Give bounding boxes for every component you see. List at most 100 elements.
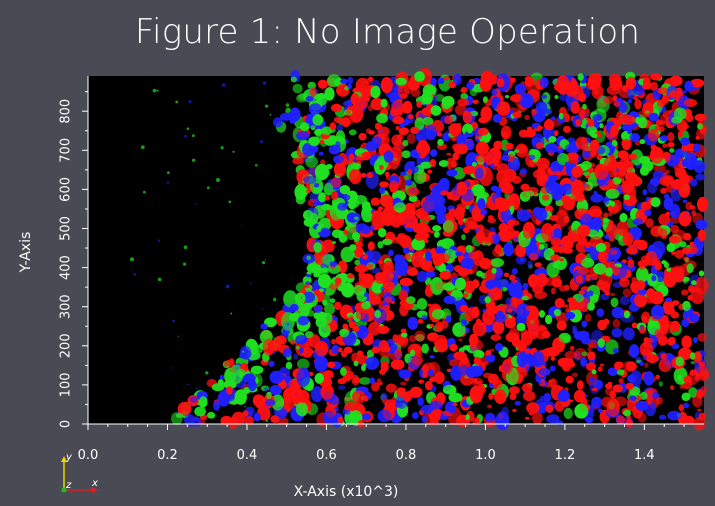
image-pixel xyxy=(416,100,422,108)
image-pixel xyxy=(391,134,403,146)
image-pixel xyxy=(643,209,652,217)
image-pixel xyxy=(492,114,502,123)
image-pixel xyxy=(421,343,429,354)
image-pixel xyxy=(328,144,341,155)
image-pixel xyxy=(469,333,479,347)
image-pixel xyxy=(579,110,586,118)
image-pixel xyxy=(495,343,504,352)
image-pixel xyxy=(441,102,451,110)
image-pixel xyxy=(271,394,285,411)
image-pixel xyxy=(384,296,393,303)
image-pixel xyxy=(354,216,359,221)
y-tick-label: 300 xyxy=(59,294,74,319)
image-pixel xyxy=(657,87,668,95)
image-pixel xyxy=(558,332,571,343)
y-tick-label: 0 xyxy=(59,420,74,428)
image-pixel xyxy=(217,379,224,387)
image-pixel xyxy=(272,117,283,128)
image-pixel xyxy=(229,402,231,405)
image-pixel xyxy=(492,320,505,335)
image-pixel xyxy=(143,190,146,194)
image-pixel xyxy=(430,230,435,234)
image-pixel xyxy=(577,266,590,276)
image-pixel xyxy=(685,219,691,224)
image-pixel xyxy=(314,305,323,313)
image-pixel xyxy=(603,96,614,105)
image-pixel xyxy=(408,195,418,202)
image-pixel xyxy=(526,314,539,331)
image-pixel xyxy=(377,228,387,238)
image-pixel xyxy=(645,396,653,406)
image-pixel xyxy=(473,378,478,384)
image-pixel xyxy=(682,276,688,284)
image-pixel xyxy=(177,335,179,337)
image-pixel xyxy=(445,315,452,324)
image-pixel xyxy=(398,289,409,302)
image-pixel xyxy=(296,389,310,404)
image-pixel xyxy=(448,392,463,403)
image-pixel xyxy=(190,403,192,405)
image-pixel xyxy=(536,127,541,132)
image-pixel xyxy=(475,154,489,163)
image-pixel xyxy=(520,183,530,191)
image-pixel xyxy=(466,139,475,151)
image-pixel xyxy=(663,261,670,268)
image-pixel xyxy=(464,307,475,322)
image-pixel xyxy=(360,173,367,178)
image-pixel xyxy=(565,143,577,153)
image-pixel xyxy=(427,332,439,340)
image-pixel xyxy=(440,238,455,249)
image-pixel xyxy=(663,197,674,211)
image-pixel xyxy=(586,362,596,371)
image-pixel xyxy=(642,189,648,196)
image-pixel xyxy=(512,175,522,184)
image-pixel xyxy=(616,415,625,425)
image-pixel xyxy=(531,108,537,116)
image-pixel xyxy=(581,257,595,268)
image-pixel xyxy=(631,322,638,329)
image-pixel xyxy=(539,243,545,250)
image-pixel xyxy=(427,169,433,174)
image-pixel xyxy=(367,263,373,271)
image-pixel xyxy=(453,351,467,360)
image-pixel xyxy=(477,127,489,136)
y-tick-label: 200 xyxy=(59,333,74,358)
image-pixel xyxy=(669,148,675,153)
image-pixel xyxy=(418,140,428,148)
image-pixel xyxy=(669,224,680,234)
image-pixel xyxy=(337,202,348,211)
image-pixel xyxy=(540,223,555,242)
image-pixel xyxy=(313,201,318,206)
image-pixel xyxy=(460,319,467,327)
image-pixel xyxy=(328,135,337,146)
image-pixel xyxy=(574,235,580,242)
image-pixel xyxy=(512,297,518,306)
image-pixel xyxy=(616,220,629,236)
image-pixel xyxy=(639,139,646,145)
image-pixel xyxy=(639,361,644,366)
image-pixel xyxy=(575,275,584,284)
image-pixel xyxy=(465,130,475,138)
image-pixel xyxy=(607,367,618,377)
image-pixel xyxy=(437,214,447,224)
image-pixel xyxy=(688,387,698,398)
image-pixel xyxy=(490,334,501,341)
image-pixel xyxy=(602,184,609,190)
image-pixel xyxy=(393,202,406,213)
image-pixel xyxy=(596,308,605,317)
image-pixel xyxy=(604,157,617,169)
image-pixel xyxy=(444,115,454,124)
image-pixel xyxy=(687,295,693,301)
image-pixel xyxy=(493,237,499,245)
image-pixel xyxy=(399,278,413,287)
image-pixel xyxy=(581,137,586,143)
image-pixel xyxy=(673,107,687,121)
image-pixel xyxy=(401,332,408,338)
image-pixel xyxy=(244,406,246,408)
image-pixel xyxy=(443,295,456,305)
image-pixel xyxy=(383,150,394,163)
image-pixel xyxy=(485,350,492,356)
image-pixel xyxy=(560,195,572,203)
image-pixel xyxy=(330,191,339,201)
image-pixel xyxy=(460,93,469,100)
